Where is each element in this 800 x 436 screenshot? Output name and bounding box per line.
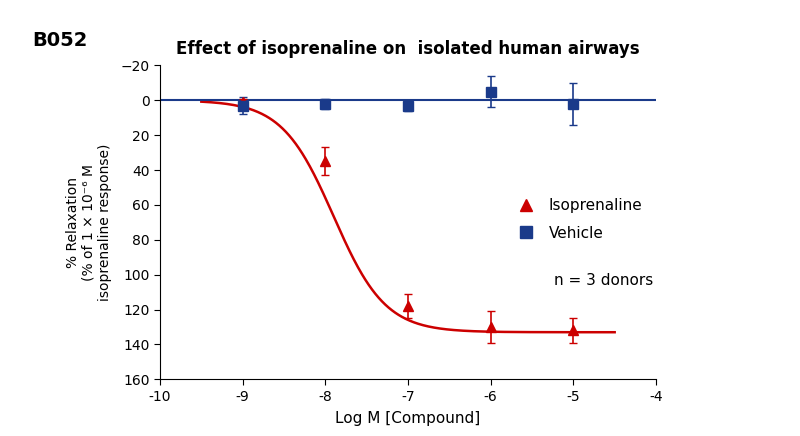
Text: B052: B052: [32, 31, 87, 50]
Y-axis label: % Relaxation
(% of 1 × 10⁻⁶ M
isoprenaline response): % Relaxation (% of 1 × 10⁻⁶ M isoprenali…: [66, 144, 112, 301]
X-axis label: Log M [Compound]: Log M [Compound]: [335, 411, 481, 426]
Title: Effect of isoprenaline on  isolated human airways: Effect of isoprenaline on isolated human…: [176, 40, 640, 58]
Text: n = 3 donors: n = 3 donors: [554, 272, 654, 288]
Legend: Isoprenaline, Vehicle: Isoprenaline, Vehicle: [504, 192, 648, 247]
